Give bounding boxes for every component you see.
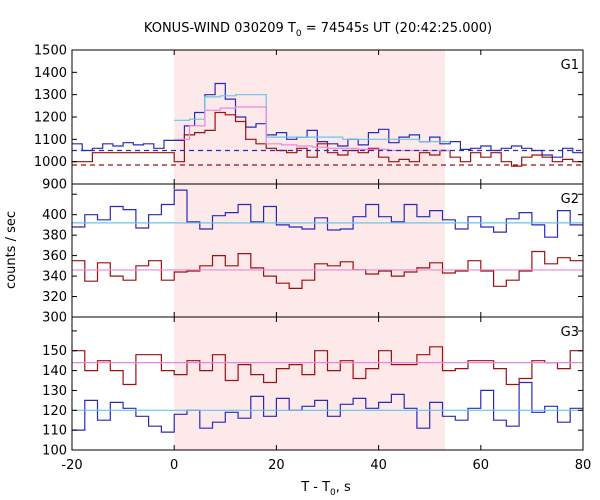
panel-g3-frame: [71, 316, 584, 451]
y-tick-label: 900: [42, 178, 67, 193]
x-tick-label: 80: [575, 458, 592, 473]
panel-g1-step-series-3: [174, 106, 451, 152]
panel-g1-series: [72, 82, 583, 167]
panel-label-g1: G1: [561, 58, 579, 73]
y-tick-label: 400: [42, 208, 67, 223]
panel-g3-step-series-0: [72, 381, 583, 433]
y-tick-label: 150: [42, 344, 67, 359]
y-tick-label: 360: [42, 249, 67, 264]
y-tick-label: 380: [42, 229, 67, 244]
y-tick-label: 130: [42, 384, 67, 399]
y-tick-label: 1000: [34, 155, 67, 170]
chart-title: KONUS-WIND 030209 T0 = 74545s UT (20:42:…: [144, 21, 492, 39]
x-tick-label: 40: [370, 458, 387, 473]
x-tick-label: 20: [268, 458, 285, 473]
y-tick-label: 320: [42, 290, 67, 305]
panel-g2-series: [72, 189, 583, 289]
y-tick-label: 1100: [34, 133, 67, 148]
panel-g1-step-series-1: [72, 111, 583, 167]
x-tick-label: 60: [473, 458, 490, 473]
burst-interval-shade: [174, 50, 446, 450]
y-tick-label: 120: [42, 404, 67, 419]
panel-g3-series: [72, 346, 583, 433]
x-axis-label: T - T0, s: [300, 480, 351, 498]
plot-layer: 900100011001200130014001500G130032034036…: [34, 44, 591, 474]
y-tick-label: 340: [42, 270, 67, 285]
y-tick-label: 1500: [34, 44, 67, 59]
panel-g3-step-series-1: [72, 346, 583, 386]
y-tick-label: 1400: [34, 66, 67, 81]
panel-label-g2: G2: [561, 192, 579, 207]
panel-g1-step-series-2: [174, 94, 451, 143]
y-tick-label: 1300: [34, 88, 67, 103]
y-tick-label: 140: [42, 364, 67, 379]
y-tick-label: 100: [42, 444, 67, 459]
y-tick-label: 1200: [34, 111, 67, 126]
panel-g2-step-series-1: [72, 250, 583, 289]
y-tick-label: 300: [42, 311, 67, 326]
panel-g2-step-series-0: [72, 189, 583, 238]
x-tick-label: 0: [170, 458, 178, 473]
y-tick-label: 110: [42, 424, 67, 439]
x-tick-label: -20: [61, 458, 82, 473]
panel-label-g3: G3: [561, 325, 579, 340]
y-axis-label: counts / sec: [4, 211, 19, 289]
